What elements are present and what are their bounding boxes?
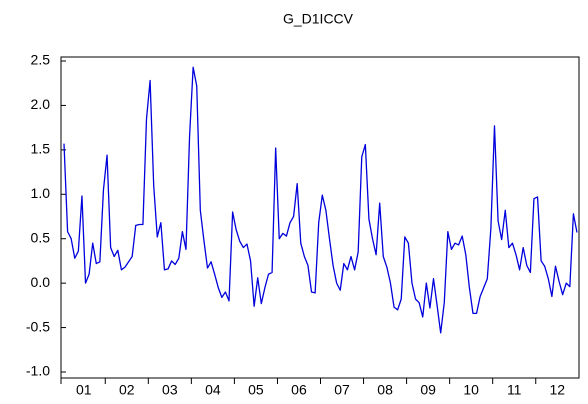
y-tick-label: 1.0 — [31, 185, 51, 201]
x-tick-label: 08 — [377, 382, 393, 398]
x-tick-label: 12 — [549, 382, 565, 398]
x-tick-label: 04 — [205, 382, 221, 398]
x-tick-label: 09 — [420, 382, 436, 398]
x-tick-label: 01 — [76, 382, 92, 398]
y-tick-label: 0.5 — [31, 229, 51, 245]
y-tick-label: 0.0 — [31, 274, 51, 290]
y-tick-label: -0.5 — [26, 318, 50, 334]
data-line — [63, 66, 578, 334]
x-tick-label: 05 — [248, 382, 264, 398]
y-tick-label: 1.5 — [31, 141, 51, 157]
x-tick-label: 02 — [119, 382, 135, 398]
x-tick-label: 10 — [463, 382, 479, 398]
x-tick-label: 11 — [507, 382, 522, 398]
x-tick-label: 06 — [291, 382, 307, 398]
y-tick-label: 2.5 — [31, 52, 51, 68]
x-tick-label: 03 — [162, 382, 178, 398]
chart-title: G_D1ICCV — [283, 11, 354, 27]
x-tick-label: 07 — [334, 382, 350, 398]
y-tick-label: -1.0 — [26, 363, 50, 379]
y-tick-label: 2.0 — [31, 96, 51, 112]
